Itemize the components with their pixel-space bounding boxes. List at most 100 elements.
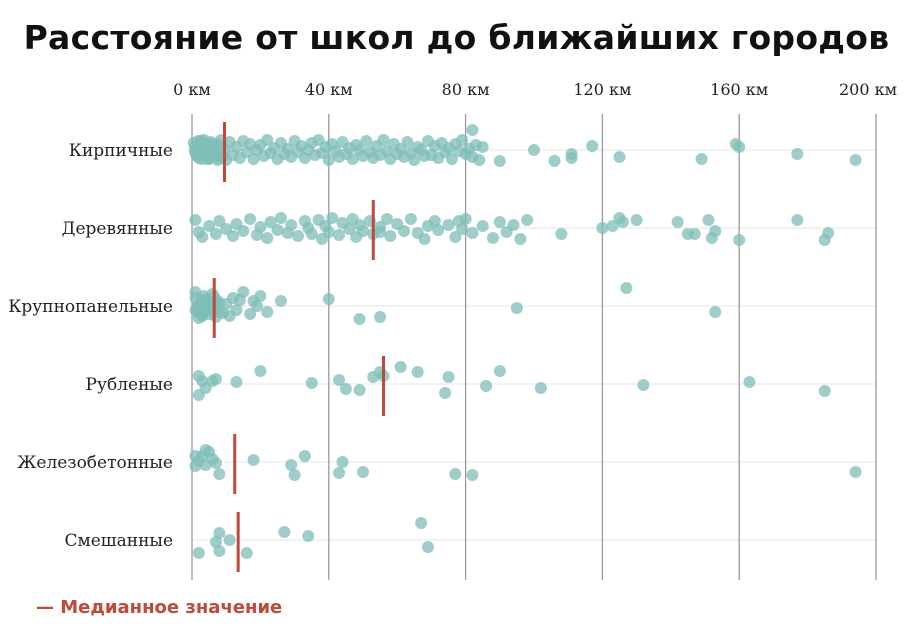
data-point xyxy=(189,450,202,462)
data-point xyxy=(261,232,274,244)
data-point xyxy=(822,227,835,239)
legend-median: — Медианное значение xyxy=(36,597,283,618)
data-point xyxy=(254,221,267,233)
data-point xyxy=(616,216,629,228)
category-label: Деревянные xyxy=(62,219,173,239)
data-point xyxy=(733,234,746,246)
data-point xyxy=(285,459,298,471)
data-point xyxy=(702,214,715,226)
data-point xyxy=(192,312,205,324)
category-label: Кирпичные xyxy=(69,141,173,161)
data-point xyxy=(548,155,561,167)
data-point xyxy=(213,215,226,227)
data-point xyxy=(791,214,804,226)
data-point xyxy=(791,148,804,160)
data-point xyxy=(466,469,479,481)
data-point xyxy=(849,466,862,478)
data-point xyxy=(493,365,506,377)
data-point xyxy=(688,228,701,240)
data-point xyxy=(230,304,243,316)
data-point xyxy=(209,373,222,385)
data-point xyxy=(237,225,250,237)
data-point xyxy=(709,306,722,318)
data-point xyxy=(288,469,301,481)
data-point xyxy=(305,377,318,389)
data-point xyxy=(322,154,335,166)
data-point xyxy=(326,212,339,224)
data-point xyxy=(606,220,619,232)
x-tick-label: 160 км xyxy=(710,80,768,99)
data-point xyxy=(208,140,221,152)
data-point xyxy=(199,444,212,456)
category-label: Железобетонные xyxy=(17,453,173,473)
data-point xyxy=(442,371,455,383)
data-point xyxy=(445,153,458,165)
x-tick-label: 40 км xyxy=(305,80,353,99)
chart-title: Расстояние от школ до ближайших городов xyxy=(23,18,890,57)
data-point xyxy=(336,456,349,468)
data-point xyxy=(374,226,387,238)
data-point xyxy=(418,233,431,245)
data-point xyxy=(493,155,506,167)
data-point xyxy=(630,214,643,226)
x-tick-label: 200 км xyxy=(839,80,897,99)
category-label: Крупнопанельные xyxy=(8,297,173,317)
data-point xyxy=(203,301,216,313)
data-point xyxy=(292,230,305,242)
data-point xyxy=(456,134,469,146)
data-point xyxy=(514,233,527,245)
data-point xyxy=(380,213,393,225)
data-point xyxy=(247,454,260,466)
data-point xyxy=(211,154,224,166)
data-point xyxy=(620,282,633,294)
data-point xyxy=(261,306,274,318)
data-point xyxy=(637,379,650,391)
data-point xyxy=(442,219,455,231)
data-point xyxy=(357,466,369,478)
data-point xyxy=(473,154,486,166)
data-point xyxy=(322,293,335,305)
data-point xyxy=(302,530,315,542)
data-point xyxy=(213,545,226,557)
data-point xyxy=(401,136,414,148)
data-point xyxy=(586,140,599,152)
data-point xyxy=(223,534,236,546)
data-point xyxy=(743,376,756,388)
data-point xyxy=(278,526,291,538)
data-point xyxy=(357,225,369,237)
data-point xyxy=(353,313,366,325)
data-point xyxy=(202,150,215,162)
data-point xyxy=(285,219,298,231)
data-point xyxy=(555,228,568,240)
data-point xyxy=(476,141,489,153)
data-point xyxy=(237,286,250,298)
data-point xyxy=(415,517,428,529)
data-point xyxy=(250,300,263,312)
data-point xyxy=(360,135,373,147)
data-point xyxy=(209,228,222,240)
data-point xyxy=(449,231,462,243)
x-tick-label: 80 км xyxy=(442,80,490,99)
data-point xyxy=(230,376,243,388)
data-point xyxy=(196,231,209,243)
data-point xyxy=(213,527,226,539)
data-point xyxy=(189,214,202,226)
data-point xyxy=(209,457,222,469)
data-point xyxy=(374,311,387,323)
data-point xyxy=(528,144,540,156)
data-point xyxy=(449,468,462,480)
data-point xyxy=(254,365,267,377)
data-point xyxy=(188,144,201,156)
data-point xyxy=(346,153,359,165)
data-point xyxy=(209,536,222,548)
category-label: Рубленые xyxy=(86,375,173,395)
data-point xyxy=(596,222,609,234)
x-tick-label: 0 км xyxy=(173,80,211,99)
data-point xyxy=(213,468,226,480)
data-point xyxy=(428,215,441,227)
data-point xyxy=(189,286,202,298)
data-point xyxy=(198,141,211,153)
data-point xyxy=(398,225,411,237)
data-point xyxy=(404,213,417,225)
data-point xyxy=(493,216,506,228)
